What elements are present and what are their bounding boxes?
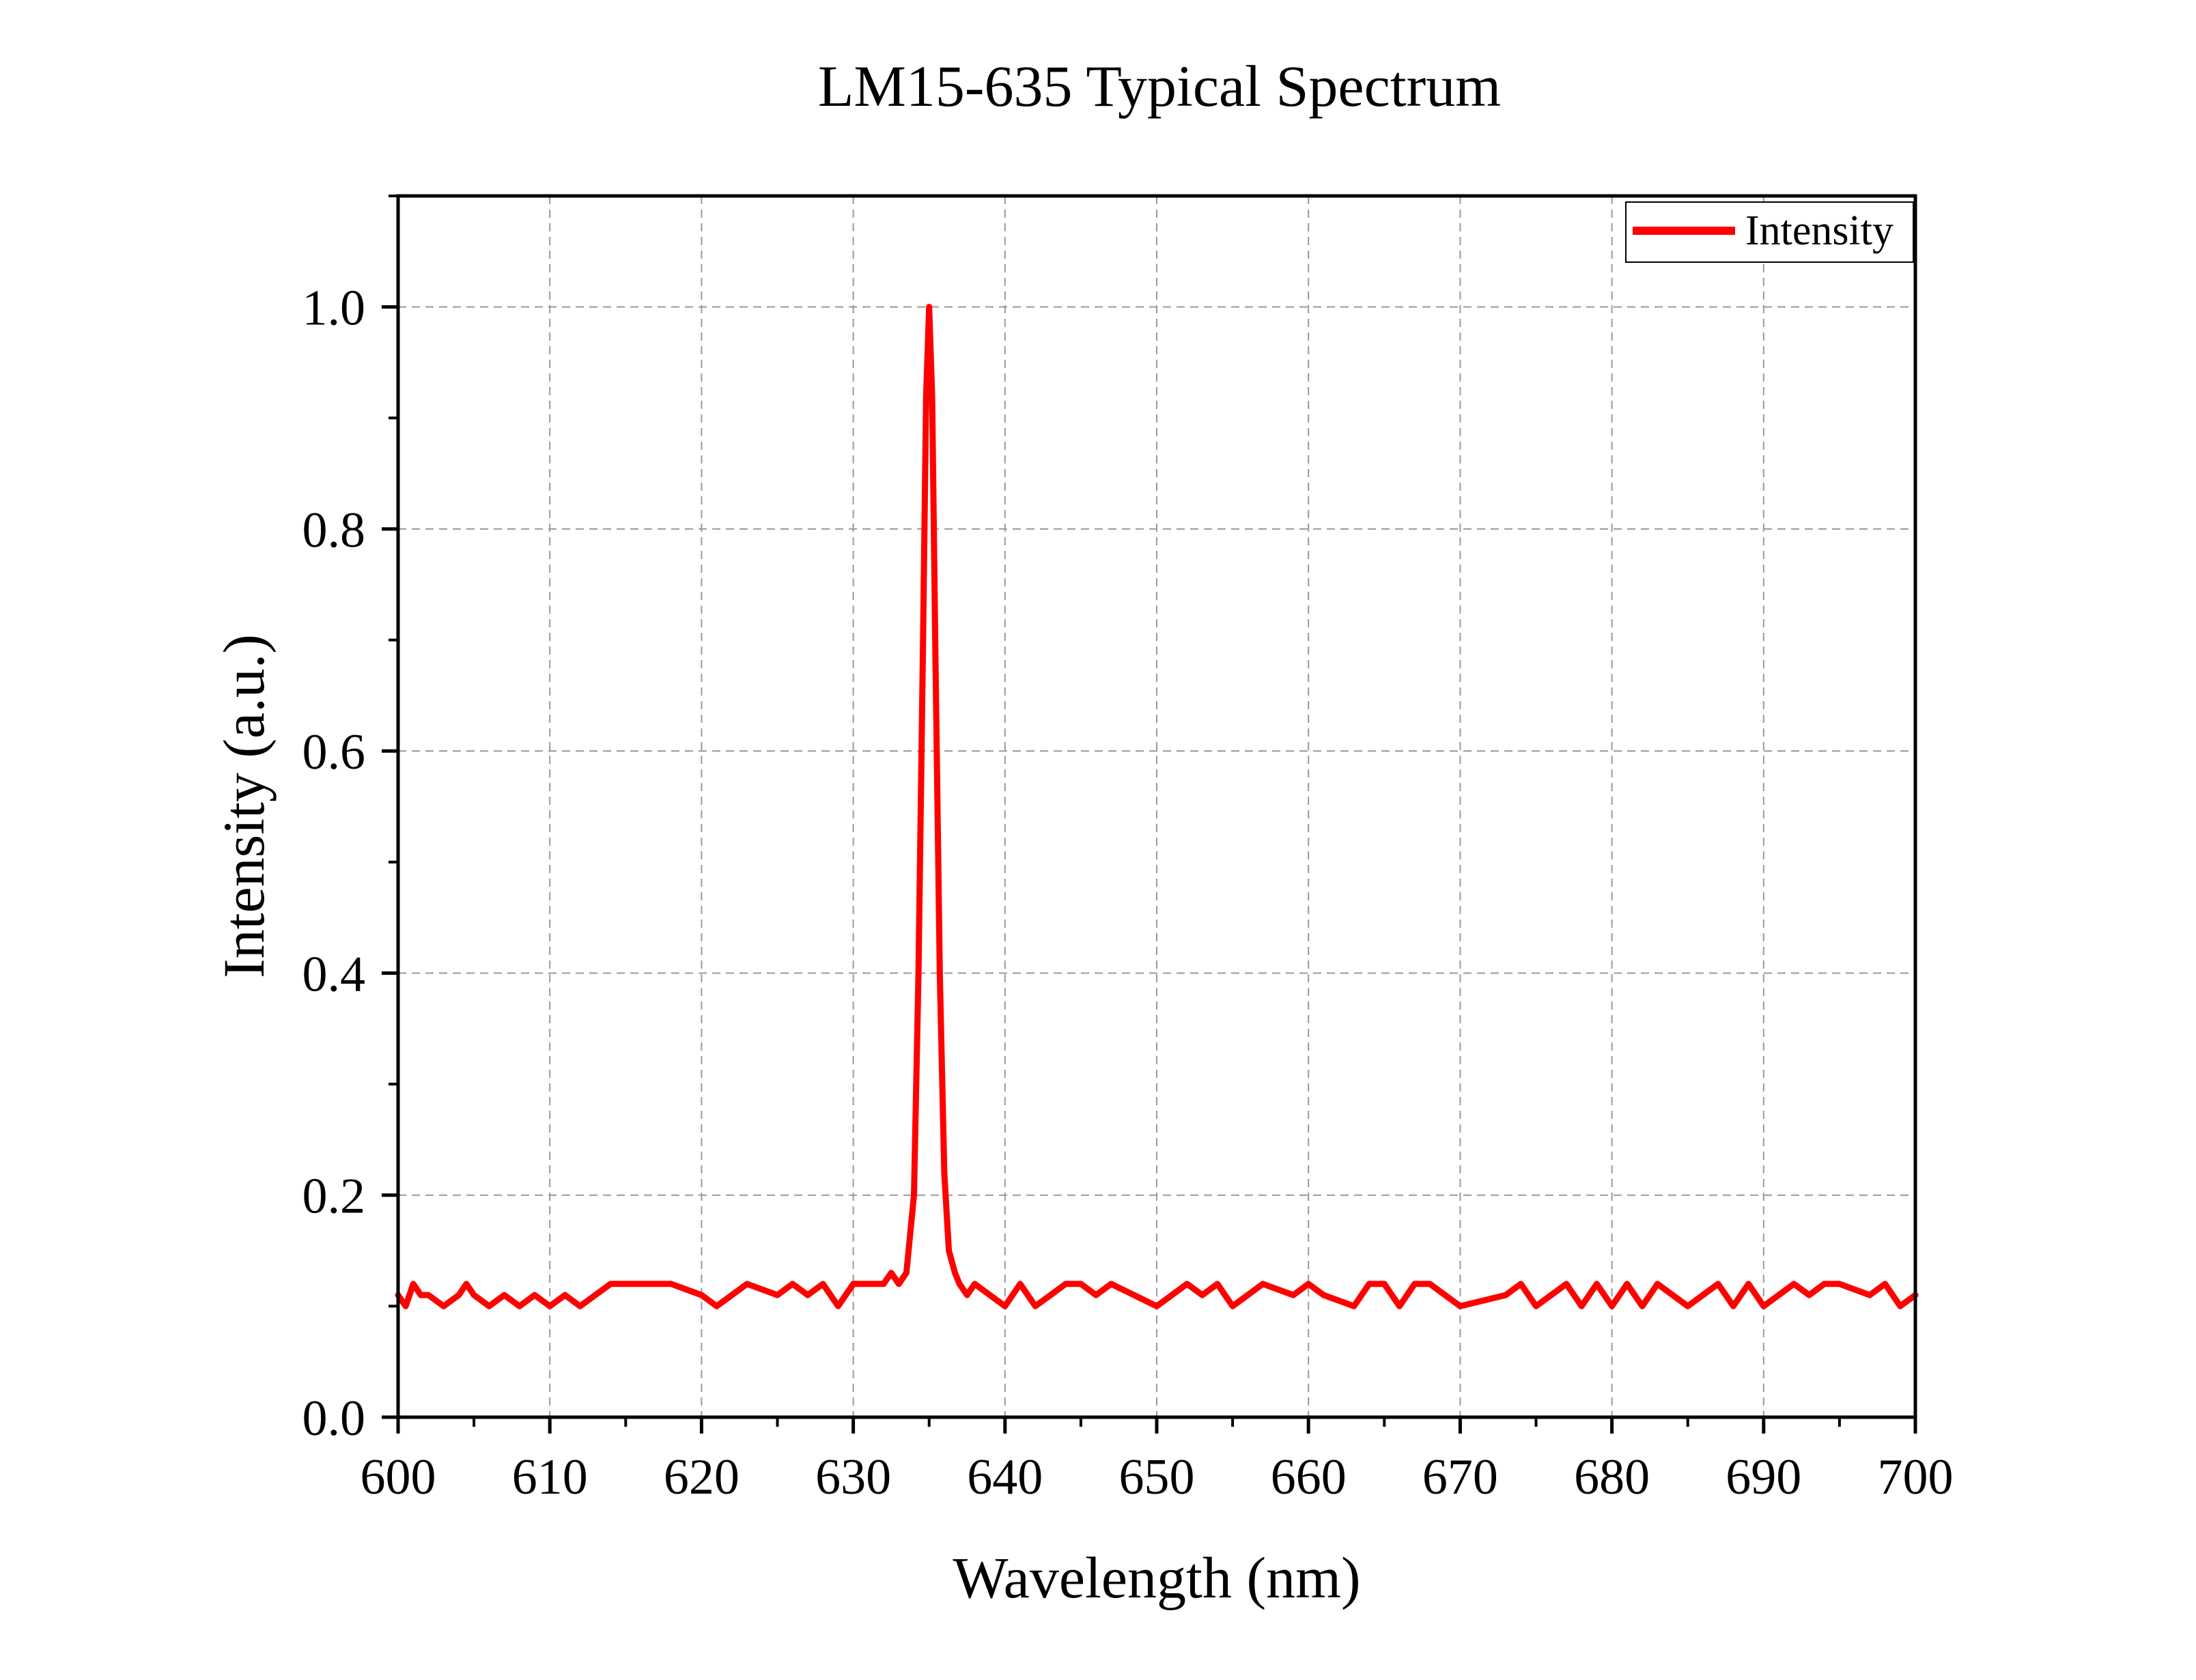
x-tick-label: 660 bbox=[1271, 1449, 1347, 1505]
y-tick-label: 0.0 bbox=[302, 1391, 366, 1447]
x-tick-label: 700 bbox=[1878, 1449, 1954, 1505]
y-tick-label: 0.4 bbox=[302, 946, 366, 1002]
x-tick-label: 640 bbox=[967, 1449, 1043, 1505]
x-tick-label: 600 bbox=[361, 1449, 436, 1505]
x-tick-label: 690 bbox=[1726, 1449, 1801, 1505]
x-tick-label: 610 bbox=[512, 1449, 588, 1505]
chart-title: LM15-635 Typical Spectrum bbox=[818, 53, 1501, 119]
y-tick-label: 0.8 bbox=[302, 502, 366, 558]
y-axis-label: Intensity (a.u.) bbox=[211, 634, 277, 978]
x-tick-label: 680 bbox=[1574, 1449, 1650, 1505]
y-tick-label: 1.0 bbox=[302, 281, 366, 337]
y-tick-label: 0.2 bbox=[302, 1169, 366, 1225]
x-tick-label: 630 bbox=[815, 1449, 891, 1505]
x-tick-label: 670 bbox=[1422, 1449, 1498, 1505]
legend: Intensity bbox=[1625, 201, 1914, 263]
x-axis-label: Wavelength (nm) bbox=[953, 1545, 1360, 1610]
series-layer bbox=[395, 304, 1919, 1309]
tick-label-layer: 600 610 620 630 640 650 660 670 680 690 700 0.0 0.2 0… bbox=[302, 281, 1954, 1505]
series-line-intensity bbox=[395, 304, 1919, 1309]
plot-frame bbox=[396, 194, 1917, 1419]
y-tick-label: 0.6 bbox=[302, 724, 366, 780]
grid-layer bbox=[398, 196, 1915, 1417]
legend-label-intensity: Intensity bbox=[1745, 208, 1894, 254]
x-tick-label: 650 bbox=[1119, 1449, 1195, 1505]
x-tick-label: 620 bbox=[664, 1449, 740, 1505]
